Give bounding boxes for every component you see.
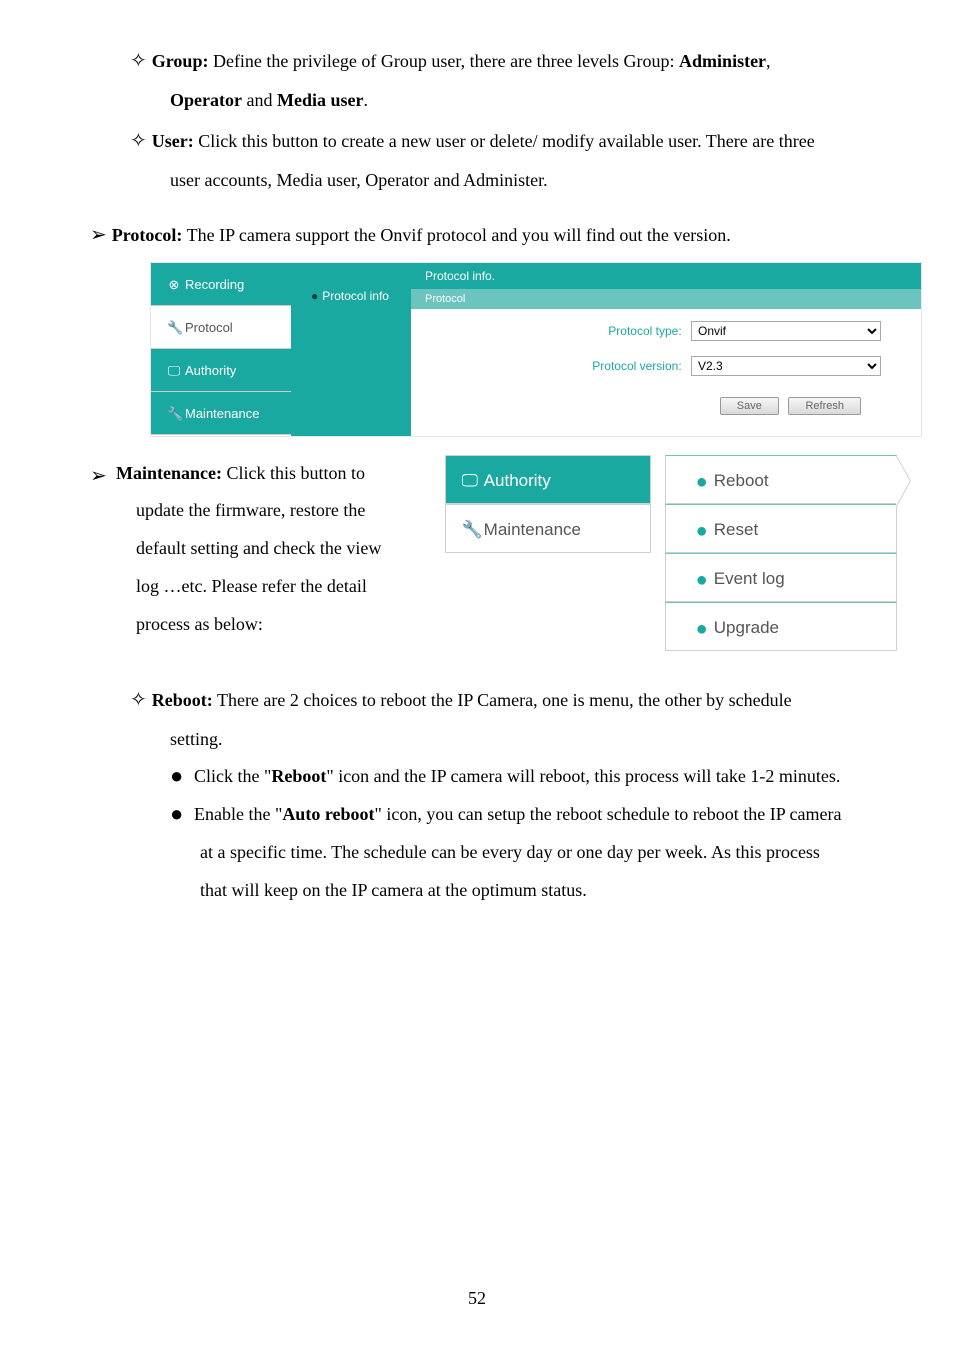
reboot-l2: setting. (90, 721, 864, 759)
bullet-icon: ● (696, 520, 708, 542)
comma: , (766, 51, 771, 71)
reboot-label: Reboot (714, 471, 769, 490)
bullet-dot-icon: ● (170, 758, 194, 796)
maint-l5: process as below: (116, 606, 441, 644)
b1-pre: Click the " (194, 766, 271, 786)
group-label: Group: (152, 51, 209, 71)
protocol-version-label: Protocol version: (592, 359, 681, 373)
user-line2: user accounts, Media user, Operator and … (90, 162, 864, 200)
event-log-label: Event log (714, 569, 785, 588)
b2-pre: Enable the " (194, 804, 282, 824)
b2-l3: that will keep on the IP camera at the o… (90, 872, 864, 910)
sidebar-maintenance-label: Maintenance (185, 406, 259, 421)
menu-item-event-log[interactable]: ● Event log (665, 553, 897, 602)
reboot-bold: Reboot (271, 766, 326, 786)
diamond-icon: ✧ (130, 130, 152, 152)
panel-subtitle: Protocol (411, 289, 921, 309)
sidebar-item-recording[interactable]: ⊗Recording (151, 263, 291, 306)
b2-post: " icon, you can setup the reboot schedul… (374, 804, 841, 824)
and-word: and (242, 90, 277, 110)
media-user-word: Media user (277, 90, 363, 110)
refresh-button[interactable]: Refresh (788, 397, 861, 415)
maint-l2: update the firmware, restore the (116, 492, 441, 530)
upgrade-label: Upgrade (714, 618, 779, 637)
sidebar-item-authority[interactable]: 🖵Authority (151, 349, 291, 392)
group-text: Define the privilege of Group user, ther… (213, 51, 679, 71)
submenu-protocol-info-label: Protocol info (322, 289, 389, 303)
maint-l1: Click this button to (222, 463, 365, 483)
reboot-heading: Reboot: (152, 690, 213, 710)
reboot-text: There are 2 choices to reboot the IP Cam… (217, 690, 792, 710)
protocol-type-label: Protocol type: (608, 324, 681, 338)
bullet-icon: ● (696, 618, 708, 640)
maintenance-screenshot: 🖵Authority 🔧Maintenance ● Reboot ● Reset ●… (445, 455, 864, 665)
administer-word: Administer (679, 51, 766, 71)
arrow-icon: ➢ (90, 224, 112, 246)
reset-label: Reset (714, 520, 758, 539)
sidebar-item-protocol[interactable]: 🔧Protocol (151, 306, 291, 349)
sidebar-item-authority[interactable]: 🖵Authority (445, 455, 651, 504)
sidebar-item-maintenance[interactable]: 🔧Maintenance (445, 504, 651, 553)
protocol-type-select[interactable]: Onvif (691, 321, 881, 341)
protocol-version-select[interactable]: V2.3 (691, 356, 881, 376)
protocol-text: The IP camera support the Onvif protocol… (187, 225, 731, 245)
maint-l3: default setting and check the view (116, 530, 441, 568)
menu-item-reboot[interactable]: ● Reboot (665, 455, 897, 504)
b1-post: " icon and the IP camera will reboot, th… (326, 766, 840, 786)
sidebar-authority-label: Authority (185, 363, 236, 378)
maint-l4: log …etc. Please refer the detail (116, 568, 441, 606)
sidebar-item-maintenance[interactable]: 🔧Maintenance (151, 392, 291, 435)
save-button[interactable]: Save (720, 397, 779, 415)
user-label: User: (152, 131, 194, 151)
panel-title: Protocol info. (411, 263, 921, 289)
b2-l2: at a specific time. The schedule can be … (90, 834, 864, 872)
diamond-icon: ✧ (130, 689, 152, 711)
maintenance-label: Maintenance: (116, 463, 222, 483)
protocol-label: Protocol: (112, 225, 183, 245)
period: . (363, 90, 368, 110)
menu-item-reset[interactable]: ● Reset (665, 504, 897, 553)
bullet-icon: ● (696, 569, 708, 591)
active-arrow-icon (896, 456, 910, 506)
user-text: Click this button to create a new user o… (198, 131, 814, 151)
sidebar-recording-label: Recording (185, 277, 244, 292)
auto-reboot-bold: Auto reboot (282, 804, 374, 824)
submenu-protocol-info[interactable]: ●Protocol info (291, 281, 411, 311)
arrow-icon: ➢ (90, 465, 107, 487)
maintenance-cell-label: Maintenance (484, 520, 581, 539)
authority-label: Authority (484, 471, 551, 490)
page-number: 52 (0, 1280, 954, 1318)
sidebar-protocol-label: Protocol (185, 320, 233, 335)
bullet-dot-icon: ● (170, 796, 194, 834)
protocol-screenshot: ⊗Recording 🔧Protocol 🖵Authority 🔧Mainten… (150, 262, 922, 437)
menu-item-upgrade[interactable]: ● Upgrade (665, 602, 897, 651)
diamond-icon: ✧ (130, 50, 152, 72)
bullet-icon: ● (696, 471, 708, 493)
operator-word: Operator (170, 90, 242, 110)
